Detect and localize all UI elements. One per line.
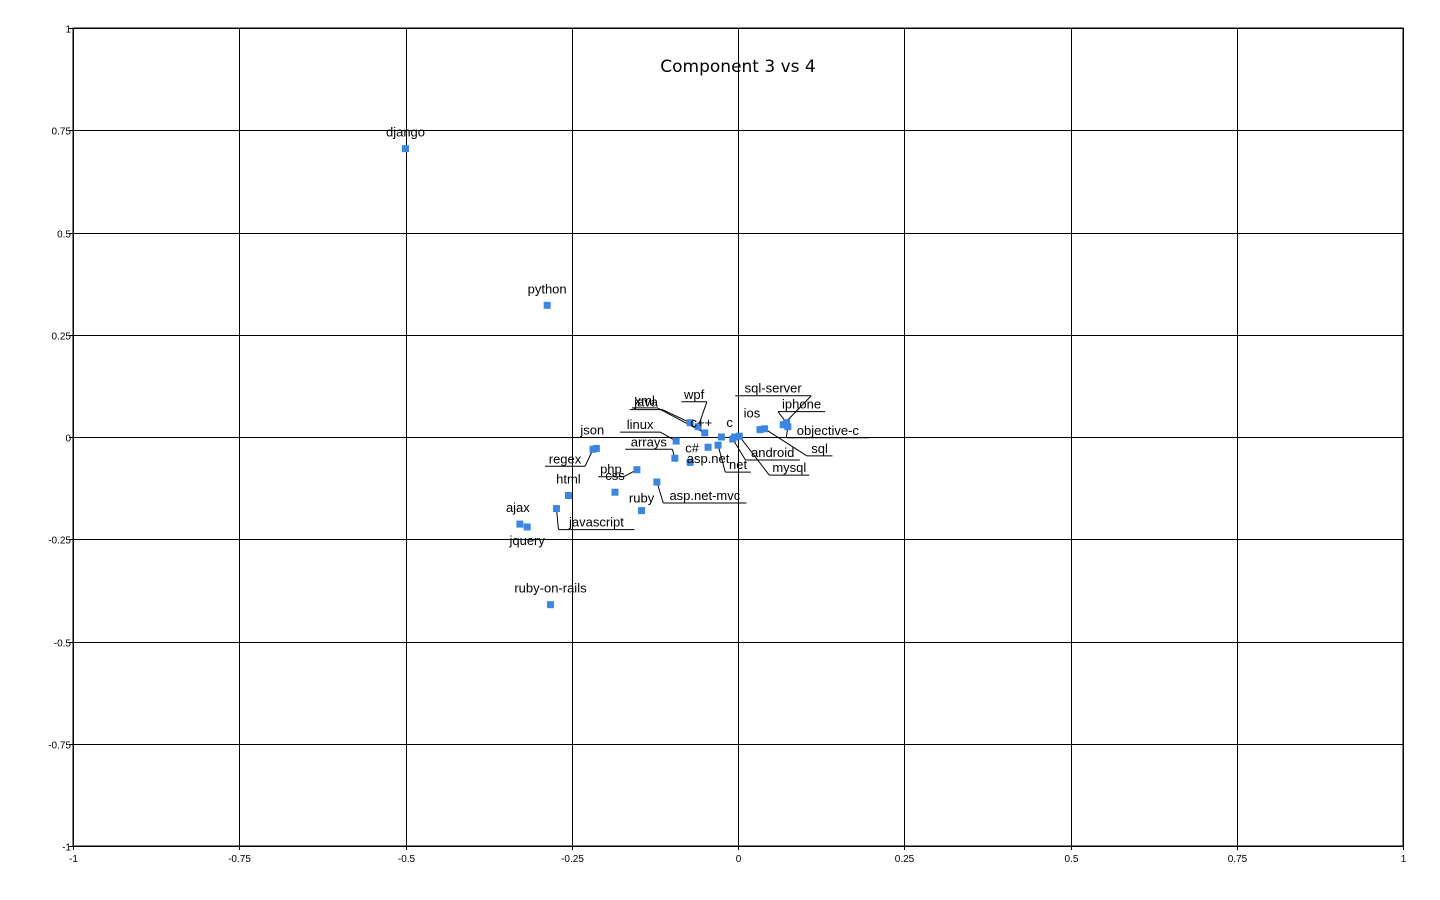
point-label-ruby-on-rails: ruby-on-rails (514, 581, 587, 596)
leader-line (662, 409, 691, 424)
data-point-ruby-on-rails (546, 601, 554, 609)
point-label-xml: xml (635, 393, 655, 408)
y-tick-label: -0.5 (54, 639, 72, 650)
data-point-c# (686, 458, 694, 466)
point-label-php: php (600, 462, 622, 477)
chart-title: Component 3 vs 4 (660, 57, 815, 77)
point-label-json: json (579, 422, 604, 437)
y-tick-label: 1 (65, 25, 71, 36)
data-point-ajax (516, 520, 524, 528)
point-label-html: html (556, 471, 581, 486)
point-label-c++: c++ (691, 415, 713, 430)
leader-lines (545, 395, 870, 531)
leader-line (738, 435, 770, 476)
data-point-wpf (694, 423, 702, 431)
y-tick-label: 0.75 (52, 127, 72, 138)
data-point-iphone (783, 419, 791, 427)
point-label-asp.net-mvc: asp.net-mvc (669, 488, 740, 503)
x-tick-label: 0.5 (1065, 854, 1079, 865)
data-point-asp.net-mvc (653, 478, 661, 486)
point-label-python: python (528, 281, 567, 296)
y-tick-label: 0.25 (52, 332, 72, 343)
point-label-c: c (726, 415, 733, 430)
leader-line (764, 428, 808, 457)
x-tick-label: 0 (736, 854, 742, 865)
data-point-java (686, 419, 694, 427)
point-label-sql-server: sql-server (745, 381, 803, 396)
data-point-ruby (638, 507, 646, 515)
x-tick-label: 1 (1401, 854, 1407, 865)
axis-ticks: -1 -0.75 -0.5 -0.25 0 0.25 0.5 0.75 1 1 0.75 0.5 0.2… (48, 25, 1407, 866)
data-point-linux (672, 437, 680, 445)
data-point-c++ (717, 433, 725, 441)
grid-lines (69, 27, 1404, 850)
point-label-c#: c# (685, 440, 700, 455)
point-label-javascript: javascript (568, 515, 624, 530)
point-label-jquery: jquery (508, 533, 545, 548)
data-point-css (611, 488, 619, 496)
data-point-arrays (671, 454, 679, 462)
x-tick-label: -1 (69, 854, 78, 865)
leader-line (697, 401, 708, 427)
data-point-ios (756, 426, 764, 434)
x-tick-label: 0.25 (895, 854, 915, 865)
point-label-arrays: arrays (631, 434, 668, 449)
point-label-objective-c: objective-c (797, 423, 860, 438)
y-tick-label: -0.75 (48, 741, 71, 752)
data-point-regex (589, 445, 597, 453)
data-point-mysql (735, 432, 743, 440)
point-label-net: net (729, 457, 747, 472)
point-label-django: django (386, 125, 425, 140)
data-point-objective-c (784, 423, 792, 431)
point-label-linux: linux (627, 417, 654, 432)
data-point-sql (761, 425, 769, 433)
data-point-jquery (523, 523, 531, 531)
point-label-mysql: mysql (772, 460, 806, 475)
point-label-java: java (633, 395, 659, 410)
data-point-python (543, 301, 551, 309)
point-label-android: android (751, 445, 794, 460)
point-label-asp.net: asp.net (687, 451, 730, 466)
data-point-xml (701, 429, 709, 437)
point-label-css: css (605, 468, 625, 483)
y-tick-label: -1 (62, 843, 71, 854)
data-point-javascript (552, 505, 560, 513)
data-points (402, 145, 792, 609)
leader-line (717, 445, 726, 473)
x-tick-label: -0.75 (228, 854, 251, 865)
point-label-ajax: ajax (506, 500, 530, 515)
data-point-android (729, 435, 737, 443)
point-label-ios: ios (744, 406, 761, 421)
data-point-php (633, 466, 641, 474)
point-label-wpf: wpf (683, 387, 705, 402)
point-labels: django python json regex html javascript ajax j… (386, 125, 859, 596)
y-tick-label: -0.25 (48, 536, 71, 547)
data-point-django (402, 145, 409, 153)
x-tick-label: 0.75 (1228, 854, 1248, 865)
point-label-sql: sql (811, 441, 828, 456)
y-tick-label: 0.5 (57, 230, 71, 241)
data-point-html (564, 491, 572, 499)
x-tick-label: -0.5 (398, 854, 416, 865)
data-point-asp.net (704, 443, 712, 451)
y-tick-label: 0 (65, 434, 71, 445)
point-label-iphone: iphone (782, 397, 821, 412)
point-label-regex: regex (549, 451, 582, 466)
x-tick-label: -0.25 (561, 854, 584, 865)
point-label-ruby: ruby (629, 491, 655, 506)
data-point-net (714, 441, 722, 449)
